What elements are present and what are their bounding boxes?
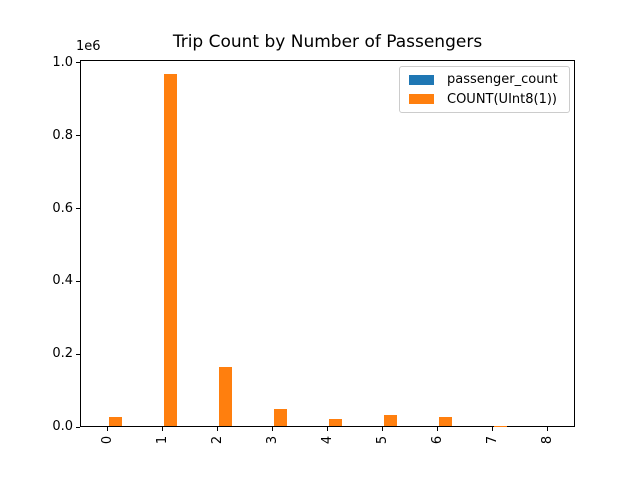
x-tick-mark [107,427,108,431]
chart-title: Trip Count by Number of Passengers [172,32,483,52]
y-tick-label: 0.2 [52,346,73,362]
y-tick-label: 0.6 [52,200,73,216]
x-tick-label: 3 [264,435,280,445]
x-tick-label: 5 [374,435,390,445]
x-tick-mark [272,427,273,431]
bar-COUNT(UInt8(1))-4 [328,419,343,426]
x-tick-mark [547,427,548,431]
bar-COUNT(UInt8(1))-1 [163,73,178,426]
x-tick-label: 8 [539,435,555,445]
legend-swatch-icon [409,94,434,105]
y-tick-mark [76,353,80,355]
bar-COUNT(UInt8(1))-6 [438,416,453,426]
y-tick-label: 0.4 [52,273,73,289]
x-tick-label: 7 [484,435,500,445]
y-tick-mark [76,208,80,209]
x-tick-mark [162,427,163,431]
y-tick-mark [76,135,80,137]
legend-swatch-icon [409,74,434,85]
legend-label: COUNT(UInt8(1)) [447,91,558,107]
legend-row: passenger_count [409,72,560,87]
y-tick-mark [76,280,80,282]
x-tick-mark [382,427,383,431]
legend-row: COUNT(UInt8(1)) [409,92,560,107]
bar-COUNT(UInt8(1))-0 [108,416,123,426]
legend-label: passenger_count [447,72,558,88]
y-tick-label: 0.8 [52,127,73,143]
x-tick-label: 4 [319,435,335,445]
x-tick-label: 6 [429,435,445,445]
y-tick-mark [76,62,80,64]
x-tick-label: 0 [99,435,115,445]
y-axis-offset-label: 1e6 [76,39,101,54]
x-tick-label: 2 [209,435,225,445]
x-tick-label: 1 [154,435,170,445]
bar-COUNT(UInt8(1))-2 [218,367,233,426]
x-tick-mark [327,427,328,431]
plot-area [80,60,575,427]
bar-COUNT(UInt8(1))-3 [273,409,288,426]
bar-COUNT(UInt8(1))-5 [383,415,398,426]
y-tick-mark [76,426,80,428]
x-tick-mark [437,427,438,431]
legend: passenger_count COUNT(UInt8(1)) [399,66,570,113]
y-tick-label: 1.0 [52,54,73,70]
x-tick-mark [217,427,218,431]
y-tick-label: 0.0 [52,419,73,434]
x-tick-mark [492,427,493,431]
